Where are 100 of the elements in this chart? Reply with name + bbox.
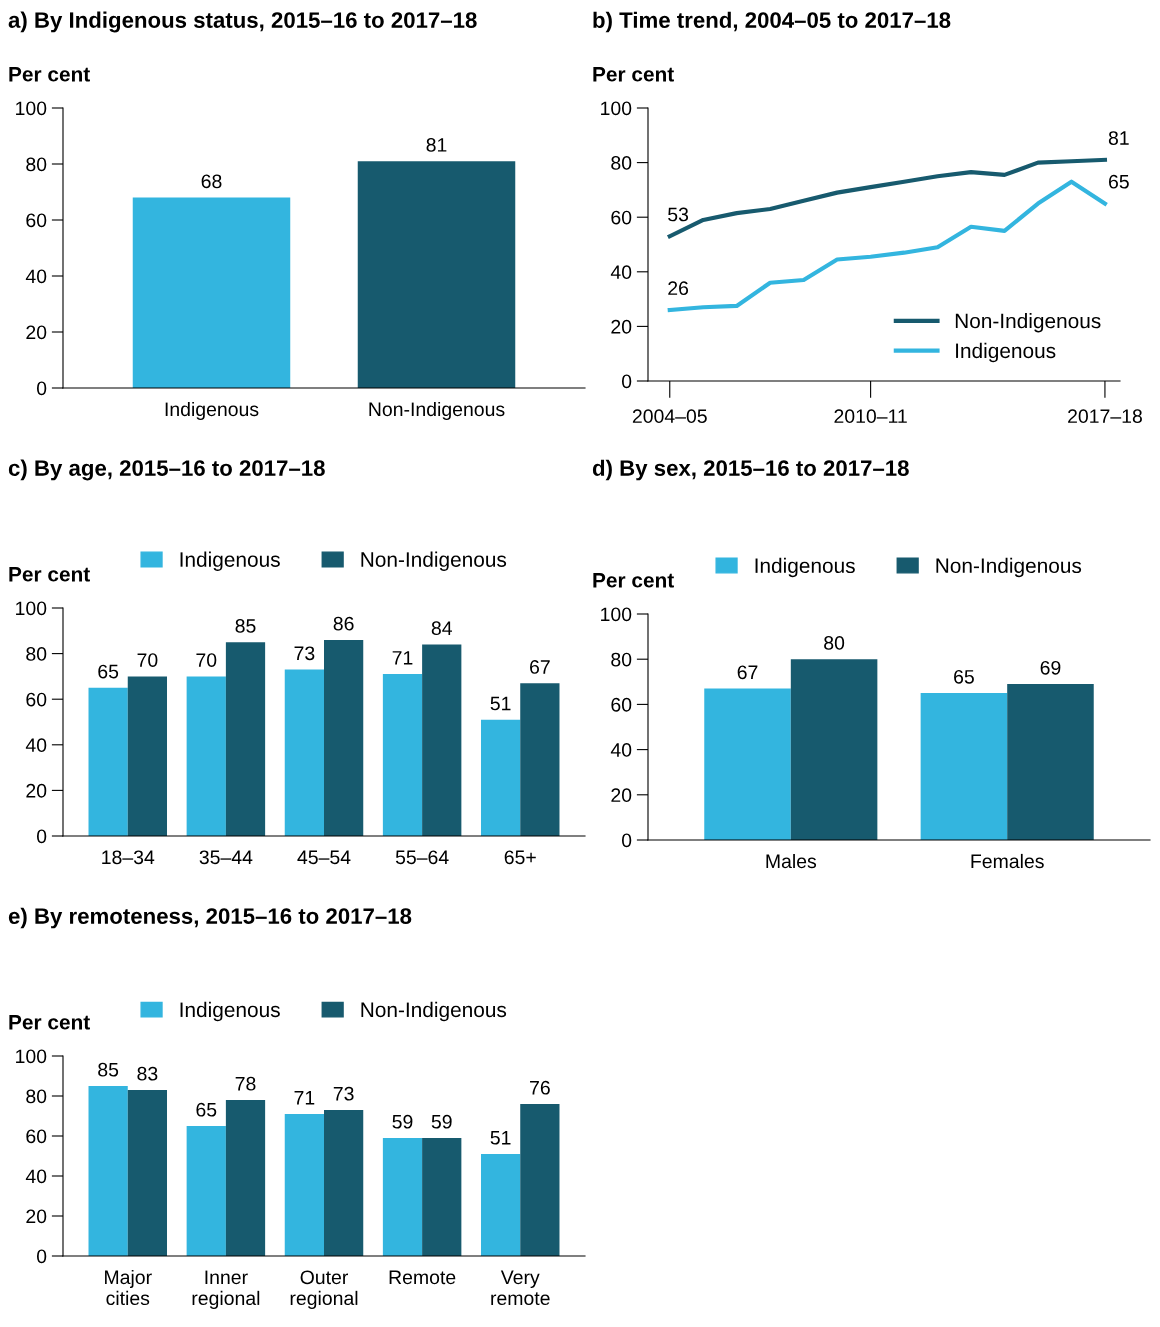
y-tick-label: 80 — [26, 647, 47, 661]
data-label: 71 — [294, 1091, 315, 1105]
y-axis-title: Per cent — [9, 1015, 90, 1030]
chart-title: c) By age, 2015–16 to 2017–18 — [8, 459, 325, 481]
x-tick-label: Remote — [389, 1270, 456, 1285]
x-tick-label: 2017–18 — [1068, 409, 1142, 424]
x-tick-label: Non-Indigenous — [369, 401, 505, 421]
legend-label: Indigenous — [956, 342, 1056, 363]
y-tick-label: 0 — [36, 1249, 47, 1264]
x-tick-label: Indigenous — [165, 401, 259, 421]
bar — [324, 639, 364, 836]
y-tick-label: 40 — [25, 269, 47, 284]
legend-label: Non-Indigenous — [936, 557, 1082, 578]
bar — [127, 1090, 168, 1256]
x-tick-label: Males — [766, 853, 817, 869]
x-tick-label: 18–34 — [102, 850, 155, 865]
y-tick-label: 0 — [36, 381, 47, 396]
data-label: 65 — [98, 664, 119, 679]
bar — [127, 676, 168, 836]
bar — [88, 687, 128, 836]
y-tick-label: 60 — [611, 697, 632, 712]
chart-title: b) Time trend, 2004–05 to 2017–18 — [593, 11, 951, 33]
y-axis-title: Per cent — [593, 573, 674, 588]
data-label: 78 — [235, 1076, 256, 1091]
data-label: 65 — [196, 1102, 217, 1117]
line-series — [667, 157, 1108, 239]
bar — [480, 719, 521, 836]
data-label: 70 — [137, 653, 158, 667]
data-label: 67 — [737, 665, 758, 680]
line-series — [667, 179, 1108, 313]
data-label: 73 — [333, 1086, 354, 1101]
bar — [284, 1114, 324, 1256]
y-axis-title: Per cent — [9, 67, 90, 82]
bar — [284, 669, 324, 836]
bar — [382, 1138, 423, 1256]
x-tick-label: Inner regional — [192, 1270, 260, 1309]
y-tick-label: 40 — [25, 1169, 47, 1184]
x-tick-label: Very remote — [491, 1270, 550, 1306]
data-label: 76 — [530, 1080, 550, 1095]
y-tick-label: 20 — [26, 783, 47, 798]
chart-title: e) By remoteness, 2015–16 to 2017–18 — [8, 907, 412, 929]
x-tick-label: 65+ — [504, 850, 536, 865]
y-tick-label: 40 — [610, 265, 632, 280]
data-label: 83 — [137, 1066, 158, 1081]
data-label: 80 — [824, 636, 845, 650]
data-label: 81 — [426, 138, 447, 152]
y-tick-label: 100 — [16, 1049, 47, 1064]
data-label: 84 — [431, 621, 452, 636]
y-tick-label: 80 — [611, 156, 632, 170]
data-label: 53 — [668, 207, 689, 222]
y-tick-label: 80 — [26, 1089, 47, 1104]
data-label: 85 — [235, 619, 256, 633]
x-tick-label: 45–54 — [297, 850, 351, 865]
data-label: 67 — [530, 660, 550, 674]
data-label: 73 — [294, 646, 315, 661]
bar — [225, 1100, 266, 1256]
bar — [186, 1126, 226, 1256]
y-tick-label: 80 — [26, 157, 47, 172]
bar — [225, 642, 266, 836]
bar — [88, 1086, 128, 1256]
bar — [480, 1154, 521, 1256]
data-label: 65 — [1109, 174, 1129, 189]
bar — [790, 659, 878, 840]
data-label: 69 — [1040, 660, 1061, 675]
data-label: 59 — [431, 1114, 452, 1129]
data-label: 65 — [954, 669, 974, 684]
y-tick-label: 20 — [26, 1209, 47, 1224]
bar — [382, 674, 423, 836]
y-tick-label: 100 — [16, 101, 47, 116]
bar — [520, 683, 560, 836]
data-label: 86 — [333, 616, 354, 631]
x-tick-label: 2004–05 — [632, 409, 707, 424]
bar — [520, 1104, 560, 1256]
y-tick-label: 60 — [26, 1129, 47, 1144]
y-tick-label: 0 — [36, 829, 47, 844]
bar — [422, 644, 462, 836]
bar — [422, 1138, 462, 1256]
y-tick-label: 60 — [26, 692, 47, 707]
y-tick-label: 20 — [26, 325, 47, 340]
legend-label: Indigenous — [180, 551, 280, 572]
x-tick-label: Major cities — [105, 1269, 152, 1306]
bar — [704, 688, 791, 840]
y-tick-label: 40 — [610, 743, 632, 757]
y-tick-label: 20 — [611, 788, 632, 803]
bar — [1007, 684, 1094, 840]
data-label: 71 — [392, 651, 413, 665]
y-tick-label: 0 — [621, 374, 632, 389]
legend-label: Non-Indigenous — [955, 312, 1101, 333]
data-label: 51 — [490, 696, 511, 711]
y-tick-label: 0 — [621, 833, 632, 848]
data-label: 70 — [196, 653, 217, 667]
legend-label: Indigenous — [180, 1001, 280, 1022]
x-tick-label: 35–44 — [199, 850, 253, 865]
y-tick-label: 100 — [16, 601, 47, 616]
x-tick-label: Outer regional — [290, 1270, 358, 1309]
y-axis-title: Per cent — [593, 67, 674, 82]
bar — [324, 1110, 364, 1256]
y-axis-title: Per cent — [9, 567, 90, 582]
bar — [186, 676, 226, 836]
y-tick-label: 20 — [611, 319, 632, 334]
